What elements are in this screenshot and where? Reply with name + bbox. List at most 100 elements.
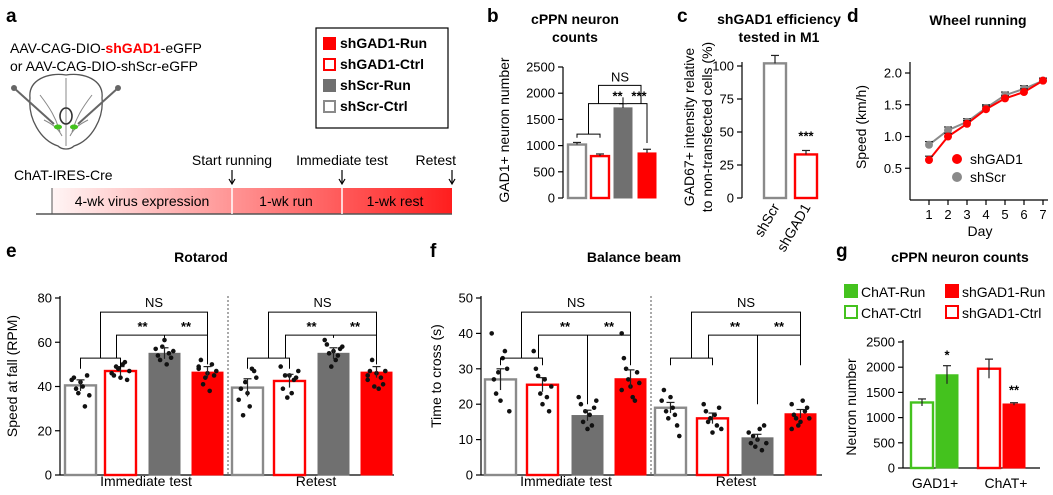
f-dot-1-shGAD1-Ctrl xyxy=(716,405,722,411)
e-dot-1-shScr-Run xyxy=(322,337,328,343)
f-dot-1-shGAD1-Run xyxy=(800,398,805,403)
f-sig-ns-0: NS xyxy=(567,295,585,310)
e-dot-0-shGAD1-Ctrl xyxy=(122,359,128,365)
e-ctrl-join-1 xyxy=(247,357,290,369)
f-dot-1-shScr-Ctrl xyxy=(663,408,669,414)
f-sig-gad-0: ** xyxy=(604,319,615,334)
d-xtick-label: 2 xyxy=(944,207,951,222)
d-point-shGAD1 xyxy=(925,155,933,164)
e-bar-1-shGAD1-Ctrl xyxy=(272,379,307,477)
virus-control-label: or AAV-CAG-DIO-shScr-eGFP xyxy=(10,58,198,74)
b-bar-shGAD1-Ctrl xyxy=(589,154,611,200)
f-dot-1-shScr-Ctrl xyxy=(672,412,678,418)
c-yaxis-tick-label: 25 xyxy=(720,158,734,173)
f-bar-0-shGAD1-Run xyxy=(614,378,647,476)
f-dot-1-shScr-Ctrl xyxy=(677,433,682,439)
f-dot-0-shGAD1-Run xyxy=(619,331,624,336)
g-title: cPPN neuron counts xyxy=(891,249,1029,265)
e-dot-0-shScr-Ctrl xyxy=(71,375,77,380)
f-dot-0-shScr-Run xyxy=(587,412,592,418)
c-yaxis-tick-label: 0 xyxy=(727,191,734,206)
e-dot-1-shScr-Run xyxy=(340,344,345,349)
f-dot-0-shScr-Run xyxy=(591,405,597,411)
e-dot-0-shScr-Run xyxy=(153,346,158,352)
b-ctrl-join xyxy=(576,133,601,138)
f-dot-0-shScr-Ctrl xyxy=(489,331,495,336)
b-yaxis-tick-label: 1000 xyxy=(526,138,555,153)
e-dot-1-shGAD1-Run xyxy=(383,368,388,374)
d-xtick-label: 1 xyxy=(925,207,932,222)
c-xtick-shScr: shScr xyxy=(751,200,783,239)
f-dot-0-shScr-Ctrl xyxy=(502,348,508,354)
d-xlabel: Day xyxy=(968,223,993,239)
d-legend-label-shScr: shScr xyxy=(970,169,1006,185)
e-bracket-ns-0 xyxy=(100,311,208,365)
d-point-shScr xyxy=(925,140,933,149)
g-bar-3 xyxy=(1002,403,1026,469)
f-dot-0-shGAD1-Run xyxy=(626,377,631,382)
d-xtick-label: 3 xyxy=(963,207,970,222)
e-dot-0-shGAD1-Run xyxy=(196,364,201,369)
e-dot-1-shGAD1-Ctrl xyxy=(280,386,286,392)
phase-label-2: 1-wk rest xyxy=(367,193,424,209)
f-yaxis-tick-label: 50 xyxy=(459,291,473,306)
e-bar-0-shScr-Run xyxy=(148,352,181,476)
c-yaxis-tick-label: 100 xyxy=(712,59,734,74)
e-sig-ns-1: NS xyxy=(313,295,331,310)
e-sig-gad-1: ** xyxy=(350,319,361,334)
g-group-label-0: GAD1+ xyxy=(912,475,958,491)
b-bracket-scr-run xyxy=(588,97,624,135)
e-yaxis-tick-label: 20 xyxy=(38,423,52,438)
f-dot-0-shGAD1-Run xyxy=(630,394,635,400)
b-yaxis-tick-label: 1500 xyxy=(526,112,555,127)
injection-site-left xyxy=(54,124,62,130)
e-dot-1-shGAD1-Ctrl xyxy=(285,395,290,400)
e-yaxis-tick-label: 40 xyxy=(38,379,52,394)
panel-label-a: a xyxy=(6,6,17,27)
f-dot-1-shScr-Run xyxy=(750,433,756,439)
f-dot-1-shScr-Run xyxy=(759,447,765,453)
f-dot-1-shGAD1-Ctrl xyxy=(710,430,715,435)
b-ylabel: GAD1+ neuron number xyxy=(496,57,512,202)
e-bracket-run-1 xyxy=(285,334,377,359)
f-dot-1-shScr-Run xyxy=(753,444,758,449)
e-dot-1-shScr-Run xyxy=(333,357,339,363)
panel-label-e: e xyxy=(6,241,17,262)
legend-label-3: shScr-Ctrl xyxy=(340,98,408,114)
f-sig-scr-1: ** xyxy=(730,319,741,334)
e-group-label-0: Immediate test xyxy=(100,473,192,489)
g-yaxis-tick-label: 2500 xyxy=(866,335,895,350)
e-dot-0-shScr-Run xyxy=(171,348,176,354)
e-dot-1-shGAD1-Ctrl xyxy=(296,368,301,374)
f-dot-1-shGAD1-Ctrl xyxy=(714,423,720,428)
d-point-shGAD1 xyxy=(944,132,952,141)
f-dot-1-shScr-Ctrl xyxy=(670,405,675,411)
c-ylabel-line2: to non-transfected cells (%) xyxy=(699,42,715,212)
event-arrowhead-1 xyxy=(338,178,346,186)
e-dot-1-shScr-Ctrl xyxy=(240,412,246,418)
g-yaxis-tick-label: 500 xyxy=(873,435,895,450)
f-dot-1-shScr-Run xyxy=(746,430,751,435)
d-yaxis-tick-label: 2.0 xyxy=(884,66,902,81)
c-ylabel-line1: GAD67+ intensity relative xyxy=(681,48,697,207)
g-legend-swatch-2 xyxy=(844,305,858,319)
legend-swatch-1 xyxy=(323,58,336,71)
e-dot-1-shGAD1-Run xyxy=(365,373,371,378)
legend-swatch-3 xyxy=(323,100,336,113)
d-legend-marker-shGAD1 xyxy=(952,154,962,164)
legend-swatch-2 xyxy=(323,79,336,92)
e-dot-0-shScr-Ctrl xyxy=(80,384,85,389)
g-legend-label-0: ChAT-Run xyxy=(861,284,925,300)
f-dot-1-shGAD1-Run xyxy=(793,416,799,421)
d-xtick-label: 4 xyxy=(982,207,989,222)
d-point-shGAD1 xyxy=(1020,88,1028,97)
f-dot-0-shScr-Run xyxy=(585,426,590,432)
g-bar-0 xyxy=(909,401,935,470)
brain-aqueduct xyxy=(59,107,73,125)
e-dot-1-shGAD1-Run xyxy=(376,386,382,392)
f-dot-1-shGAD1-Run xyxy=(802,408,808,414)
needle-hub-right xyxy=(115,85,121,91)
b-bar-shScr-Ctrl xyxy=(566,143,588,200)
f-dot-1-shGAD1-Ctrl xyxy=(705,419,711,425)
